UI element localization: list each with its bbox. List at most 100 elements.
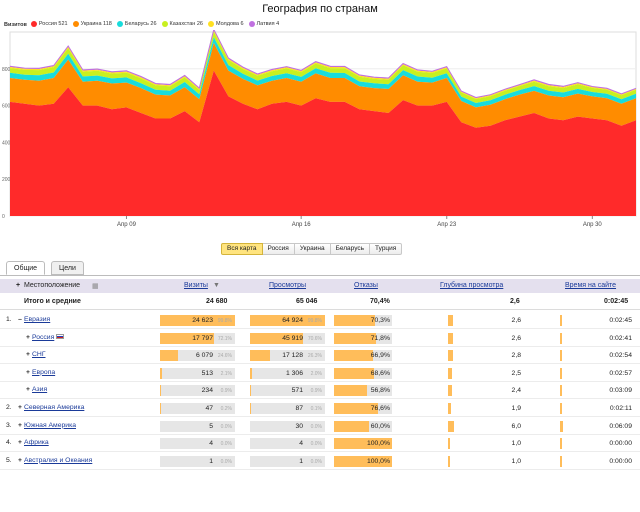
collapse-icon[interactable]: –: [18, 316, 22, 323]
legend-item[interactable]: Беларусь 26: [116, 21, 157, 27]
series-area: [10, 43, 636, 128]
cell-value: 47: [205, 405, 213, 412]
bar-track: [250, 455, 325, 467]
depth-cell: 2,8: [448, 350, 526, 362]
row-location: + Азия: [24, 386, 47, 393]
row-location: 3. + Южная Америка: [6, 422, 76, 429]
depth-bar: [448, 332, 453, 344]
region-tab-ukraine[interactable]: Украина: [294, 243, 331, 255]
time-cell: 0:02:45: [560, 315, 636, 326]
expand-icon[interactable]: +: [18, 404, 22, 411]
row-location: 4. + Африка: [6, 439, 49, 446]
table-row: 1. – Евразия 24 623 99.8% 64 924 99.8% 70,3% 2,6…: [0, 312, 640, 329]
location-link[interactable]: Азия: [32, 386, 48, 394]
bar-fill: [334, 367, 374, 379]
header-visits[interactable]: Визиты: [184, 282, 208, 289]
time-cell: 0:06:09: [560, 420, 636, 432]
location-link[interactable]: Евразия: [24, 316, 51, 323]
cell-value: 1 306: [285, 369, 303, 377]
bar-track: [160, 385, 235, 397]
tab-goals[interactable]: Цели: [51, 261, 84, 275]
row-location: 2. + Северная Америка: [6, 404, 84, 411]
location-link[interactable]: СНГ: [32, 351, 46, 359]
sort-desc-icon[interactable]: ▼: [213, 282, 220, 289]
cell-value: 2,5: [511, 369, 521, 377]
location-link[interactable]: Южная Америка: [24, 421, 76, 429]
row-number: 3.: [6, 421, 12, 429]
row-number: 4.: [6, 439, 12, 447]
cell-value: 71,8%: [370, 334, 390, 342]
bar-fill: [250, 350, 270, 362]
location-link[interactable]: Северная Америка: [24, 404, 85, 411]
location-link[interactable]: Африка: [24, 439, 49, 447]
region-tab-belarus[interactable]: Беларусь: [330, 243, 371, 255]
cell-value: 2,6: [511, 317, 521, 324]
legend-item[interactable]: Казахстан 26: [161, 21, 203, 27]
cell-value: 0:02:11: [609, 405, 632, 412]
expand-icon[interactable]: +: [26, 351, 30, 359]
location-link[interactable]: Россия: [32, 333, 55, 341]
cell-value: 1,0: [511, 457, 521, 465]
cell-value: 0:02:45: [609, 317, 632, 324]
region-tab-all[interactable]: Вся карта: [221, 243, 263, 255]
cell-percent: 0.0%: [310, 441, 322, 448]
header-bounces[interactable]: Отказы: [354, 282, 378, 289]
cell-percent: 0.0%: [310, 423, 322, 430]
location-link[interactable]: Европа: [32, 368, 56, 376]
time-bar: [560, 455, 562, 467]
table-row: + Европа 513 2.1% 1 306 2.0% 68,6% 2,5 0:02:57: [0, 365, 640, 382]
views-cell: 87 0.1%: [250, 403, 325, 414]
header-views[interactable]: Просмотры: [269, 282, 306, 289]
series-area: [10, 70, 636, 216]
expand-icon[interactable]: +: [26, 333, 30, 341]
views-cell: 30 0.0%: [250, 420, 325, 432]
expand-icon[interactable]: +: [26, 368, 30, 376]
tab-general[interactable]: Общие: [6, 261, 46, 275]
legend-dot-icon: [30, 21, 37, 27]
time-cell: 0:03:09: [560, 385, 636, 397]
cell-value: 87: [295, 405, 303, 412]
depth-cell: 2,5: [448, 367, 526, 379]
bar-fill: [250, 385, 251, 397]
expand-icon[interactable]: +: [18, 421, 22, 429]
series-top-line: [9, 30, 637, 99]
bar-fill: [334, 350, 373, 362]
series-area: [10, 31, 636, 104]
expand-all-icon[interactable]: +: [16, 282, 21, 289]
column-settings-icon[interactable]: ▦: [92, 283, 99, 290]
bar-track: [160, 403, 235, 414]
expand-icon[interactable]: +: [18, 439, 22, 447]
header-depth[interactable]: Глубина просмотра: [440, 282, 504, 289]
legend-item[interactable]: Молдова 6: [207, 21, 244, 27]
location-link[interactable]: Австралия и Океания: [24, 456, 93, 464]
cell-value: 1,0: [511, 440, 521, 448]
bar-fill: [250, 332, 303, 344]
row-location: 1. – Евразия: [6, 316, 50, 323]
legend-label: Визитов: [4, 22, 27, 28]
legend-item-label: Россия 521: [38, 21, 68, 27]
chart-legend: Визитов Россия 521 Украина 118 Беларусь 26…: [4, 20, 284, 30]
table-row: + Азия 234 0.9% 571 0.9% 56,8% 2,4 0:03:09: [0, 382, 640, 400]
cell-percent: 0.9%: [310, 388, 322, 395]
legend-item[interactable]: Украина 118: [72, 21, 112, 27]
cell-value: 4: [299, 440, 303, 448]
region-tab-turkey[interactable]: Турция: [370, 243, 403, 255]
expand-icon[interactable]: +: [18, 456, 22, 464]
expand-icon[interactable]: +: [26, 386, 30, 394]
bar-fill: [334, 332, 376, 344]
depth-cell: 2,6: [448, 315, 526, 326]
region-tab-russia[interactable]: Россия: [262, 243, 295, 255]
visits-cell: 6 079 24.6%: [160, 350, 235, 362]
series-area: [10, 37, 636, 108]
header-location[interactable]: Местоположение: [24, 282, 81, 289]
header-time[interactable]: Время на сайте: [565, 282, 617, 289]
cell-percent: 24.6%: [217, 353, 232, 360]
cell-percent: 72.1%: [217, 335, 232, 342]
bar-fill: [160, 315, 235, 326]
depth-bar: [448, 385, 452, 397]
cell-value: 234: [201, 387, 213, 395]
legend-item[interactable]: Россия 521: [30, 21, 68, 27]
legend-item[interactable]: Латвия 4: [248, 21, 279, 27]
y-tick-label: 200: [2, 177, 11, 183]
legend-dot-icon: [248, 21, 255, 27]
